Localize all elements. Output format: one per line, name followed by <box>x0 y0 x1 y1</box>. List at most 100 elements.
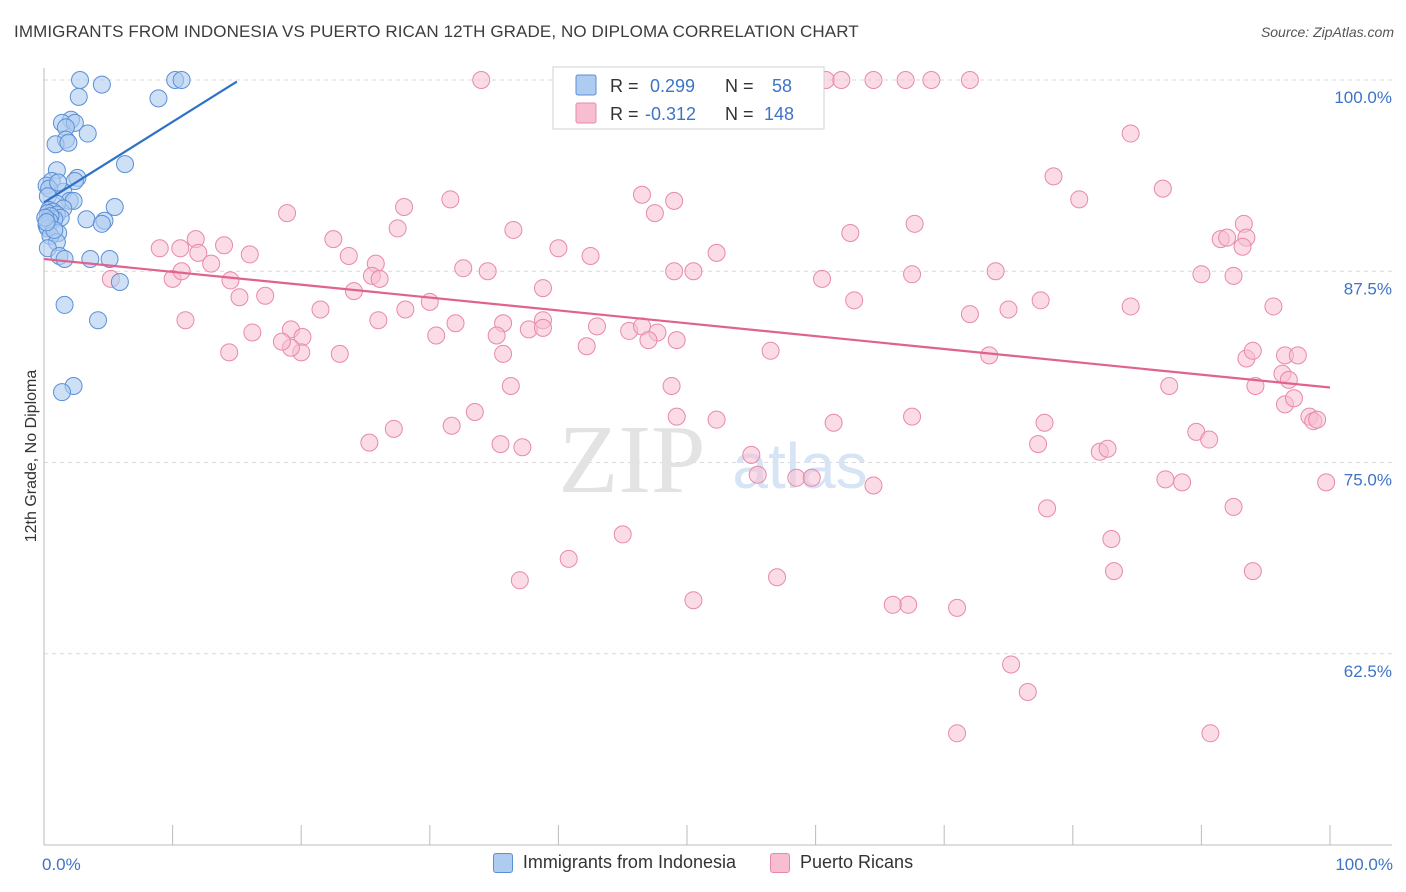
puerto-rican-point-54 <box>370 269 389 288</box>
stats-swatch-blue <box>575 74 597 96</box>
puerto-rican-point-125 <box>1098 439 1117 458</box>
stats-r-value-blue: 0.299 <box>650 76 695 96</box>
indonesia-point-14 <box>116 155 135 174</box>
indonesia-point-3 <box>172 71 191 89</box>
puerto-rican-point-100 <box>1246 377 1265 395</box>
puerto-rican-point-63 <box>999 300 1018 319</box>
puerto-rican-point-33 <box>189 243 208 262</box>
stats-r-value-pink: -0.312 <box>645 104 696 124</box>
puerto-rican-point-121 <box>465 403 484 422</box>
puerto-rican-point-10 <box>1153 179 1172 198</box>
y-tick-label-0: 100.0% <box>1334 88 1392 107</box>
puerto-rican-point-8 <box>1121 124 1140 143</box>
puerto-rican-point-47 <box>1233 237 1252 256</box>
y-tick-labels: 100.0% 87.5% 75.0% 62.5% <box>1334 88 1392 681</box>
puerto-rican-point-79 <box>533 318 552 337</box>
puerto-rican-point-119 <box>1200 430 1219 449</box>
legend-label-indonesia: Immigrants from Indonesia <box>522 852 737 872</box>
puerto-rican-point-103 <box>1279 370 1298 389</box>
puerto-rican-point-66 <box>1121 297 1140 316</box>
puerto-rican-point-37 <box>202 254 221 273</box>
x-tick-labels: 0.0% 100.0% <box>42 855 1393 874</box>
axes <box>43 68 1392 846</box>
puerto-rican-point-20 <box>504 220 523 239</box>
puerto-rican-point-80 <box>587 317 606 336</box>
y-tick-label-1: 87.5% <box>1344 279 1392 298</box>
y-axis-label: 12th Grade, No Diploma <box>23 370 40 543</box>
puerto-rican-point-115 <box>442 416 461 435</box>
puerto-rican-point-140 <box>883 595 902 614</box>
x-tick-label-1: 100.0% <box>1335 855 1393 874</box>
puerto-rican-point-64 <box>396 300 415 319</box>
stats-n-label-blue: N = <box>725 76 754 96</box>
puerto-rican-point-118 <box>513 438 532 457</box>
puerto-rican-point-133 <box>613 525 632 544</box>
stats-n-value-blue: 58 <box>772 76 792 96</box>
puerto-rican-point-0 <box>472 71 491 89</box>
watermark-atlas: atlas <box>732 430 867 502</box>
grid-lines <box>44 79 1392 655</box>
puerto-rican-point-127 <box>787 468 806 487</box>
puerto-rican-point-112 <box>1035 413 1054 432</box>
puerto-rican-point-150 <box>1102 530 1121 548</box>
y-tick-label-3: 62.5% <box>1344 662 1392 681</box>
indonesia-point-0 <box>71 71 90 89</box>
puerto-rican-point-41 <box>665 262 684 281</box>
puerto-rican-point-59 <box>533 279 552 298</box>
puerto-rican-point-90 <box>494 344 513 363</box>
puerto-rican-point-76 <box>427 326 446 345</box>
puerto-rican-point-72 <box>176 311 195 330</box>
stats-n-value-pink: 148 <box>764 104 794 124</box>
puerto-rican-point-107 <box>1160 377 1179 395</box>
watermark: ZIP atlas <box>559 406 868 514</box>
legend-item-indonesia: Immigrants from Indonesia <box>492 852 737 873</box>
puerto-rican-point-132 <box>1224 497 1243 516</box>
puerto-rican-point-130 <box>1173 473 1192 492</box>
puerto-rican-point-68 <box>369 311 388 330</box>
trend-lines <box>43 80 1331 389</box>
puerto-rican-point-141 <box>948 598 967 617</box>
puerto-rican-point-62 <box>311 300 330 319</box>
indonesia-point-13 <box>59 133 78 152</box>
puerto-rican-point-120 <box>1029 435 1048 454</box>
puerto-rican-point-34 <box>581 246 600 265</box>
indonesia-point-28 <box>105 197 124 216</box>
puerto-rican-trend-line <box>43 257 1331 389</box>
puerto-rican-point-55 <box>230 288 249 307</box>
puerto-rican-point-14 <box>665 191 684 210</box>
chart-title: IMMIGRANTS FROM INDONESIA VS PUERTO RICA… <box>14 22 859 41</box>
puerto-rican-point-93 <box>761 341 780 360</box>
indonesia-point-5 <box>149 89 168 108</box>
puerto-rican-point-11 <box>1070 190 1089 209</box>
stats-n-label-pink: N = <box>725 104 754 124</box>
puerto-rican-point-129 <box>1156 470 1175 489</box>
puerto-rican-point-136 <box>768 568 787 587</box>
puerto-rican-point-60 <box>845 291 864 310</box>
puerto-rican-point-28 <box>215 236 234 255</box>
indonesia-point-46 <box>100 250 119 269</box>
puerto-rican-point-137 <box>1104 562 1123 581</box>
puerto-rican-point-13 <box>632 185 651 204</box>
puerto-rican-point-57 <box>256 286 275 305</box>
legend-item-puerto-ricans: Puerto Ricans <box>770 852 913 873</box>
y-tick-label-2: 75.0% <box>1344 471 1392 490</box>
puerto-rican-point-146 <box>684 591 703 610</box>
indonesia-point-49 <box>55 295 74 314</box>
puerto-rican-point-122 <box>667 407 686 426</box>
indonesia-point-38 <box>92 214 111 233</box>
puerto-rican-point-30 <box>150 239 169 258</box>
puerto-rican-point-91 <box>577 337 596 356</box>
puerto-rican-point-44 <box>986 262 1005 281</box>
puerto-rican-point-142 <box>1002 655 1021 674</box>
puerto-rican-point-31 <box>549 239 568 258</box>
indonesia-point-47 <box>55 250 74 269</box>
puerto-rican-point-32 <box>339 246 358 265</box>
puerto-rican-point-22 <box>841 224 860 242</box>
puerto-rican-point-51 <box>813 269 832 288</box>
puerto-rican-point-102 <box>1284 389 1303 408</box>
puerto-rican-point-108 <box>501 377 520 395</box>
puerto-rican-point-7 <box>960 71 979 89</box>
puerto-rican-point-67 <box>1264 297 1283 316</box>
puerto-rican-point-35 <box>707 243 726 262</box>
